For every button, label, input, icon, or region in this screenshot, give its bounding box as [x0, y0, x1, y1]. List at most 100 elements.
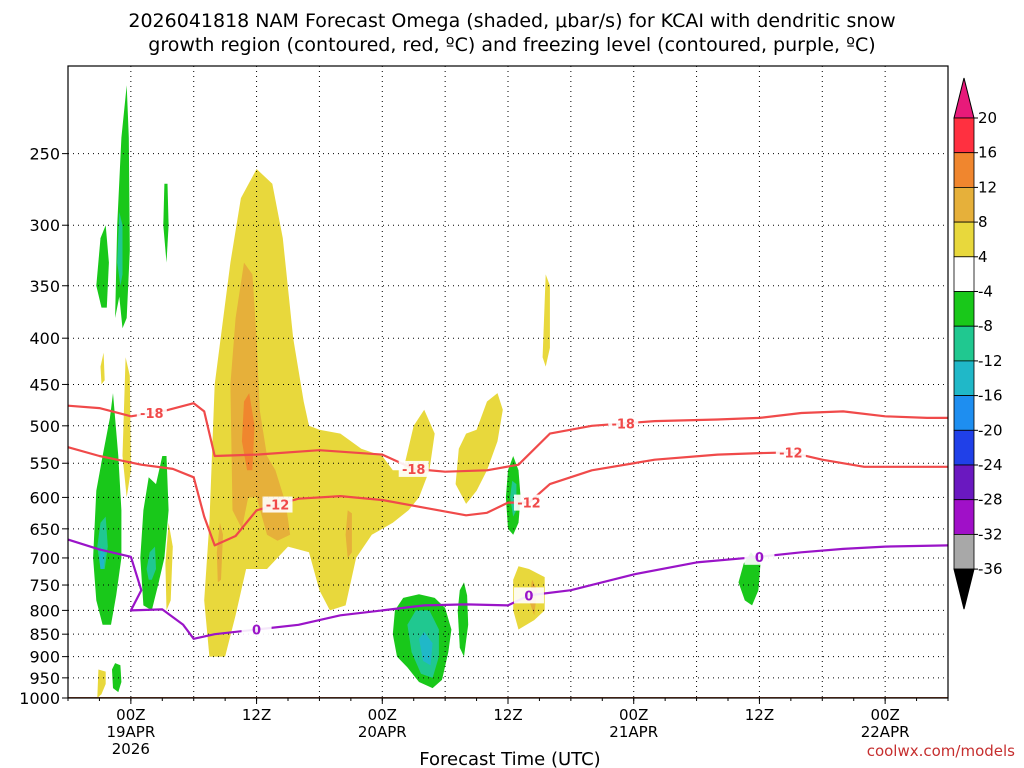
colorbar-swatch — [953, 534, 975, 570]
contour-label: -12 — [517, 497, 541, 512]
colorbar-label: -36 — [978, 560, 1003, 578]
contour-label-bg — [136, 405, 167, 422]
omega-shade-25 — [146, 546, 156, 580]
omega-shade-29 — [419, 631, 433, 666]
y-tick-label: 800 — [29, 601, 60, 620]
omega-shade-12 — [241, 393, 255, 471]
x-tick-label: 00Z — [368, 706, 397, 724]
y-tick-label: 900 — [29, 648, 60, 667]
colorbar-label: 20 — [978, 109, 997, 127]
colorbar-label: 8 — [978, 213, 988, 231]
contour-label-bg — [744, 548, 775, 565]
colorbar-swatch — [953, 464, 975, 501]
x-tick-label: 19APR — [106, 723, 155, 741]
y-tick-label: 600 — [29, 488, 60, 507]
contour-label-bg — [513, 494, 544, 511]
contour-label: -12 — [779, 446, 803, 461]
colorbar-label: 16 — [978, 144, 997, 162]
y-tick-label: 550 — [29, 454, 60, 473]
x-tick-label: 12Z — [745, 706, 774, 724]
y-tick-label: 750 — [29, 576, 60, 595]
colorbar-swatch — [953, 186, 975, 223]
colorbar-top-arrow — [953, 77, 975, 119]
omega-shade-3 — [122, 357, 131, 498]
contour-line — [67, 402, 948, 473]
omega-shade-10 — [345, 510, 352, 558]
x-tick-label: 21APR — [609, 723, 658, 741]
x-tick-label: 12Z — [242, 706, 271, 724]
contour-label: 0 — [755, 551, 764, 566]
colorbar-swatch — [953, 429, 975, 466]
omega-shade-22 — [738, 552, 761, 606]
colorbar-label: -16 — [978, 387, 1003, 405]
colorbar-swatch — [953, 256, 975, 292]
y-tick-label: 300 — [29, 216, 60, 235]
colorbar-label: -32 — [978, 525, 1003, 543]
contour-line — [67, 538, 949, 640]
y-tick-label: 950 — [29, 669, 60, 688]
omega-shade-28 — [99, 546, 105, 569]
colorbar-bottom-arrow — [953, 568, 975, 610]
contour-label: 0 — [524, 589, 533, 604]
contour-label: -18 — [611, 417, 635, 432]
omega-shade-15 — [96, 225, 109, 308]
plot-area: -18 -18 -18 -12 -12 -12 0 0 0 — [67, 66, 949, 699]
colorbar-swatch — [953, 221, 975, 258]
y-tick-label: 450 — [29, 375, 60, 394]
contour-label-bg — [262, 496, 293, 513]
colorbar-label: -28 — [978, 491, 1003, 509]
x-tick-label: 00Z — [619, 706, 648, 724]
omega-shade-20 — [457, 582, 469, 657]
omega-shade-0 — [204, 169, 435, 657]
y-tick-label: 350 — [29, 277, 60, 296]
x-tick-label: 22APR — [861, 723, 910, 741]
omega-shade-1 — [97, 669, 106, 698]
omega-shade-17 — [163, 183, 169, 263]
y-tick-label: 500 — [29, 417, 60, 436]
contour-label: -18 — [402, 463, 426, 478]
x-tick-label: 20APR — [358, 723, 407, 741]
omega-shade-14 — [115, 85, 130, 329]
credit-text: coolwx.com/models — [867, 742, 1015, 760]
omega-shade-2 — [165, 522, 173, 611]
omega-shade-24 — [117, 211, 123, 286]
colorbar-swatch — [953, 117, 975, 154]
omega-shade-9 — [216, 522, 223, 583]
y-tick-label: 850 — [29, 625, 60, 644]
colorbar-label: -4 — [978, 283, 993, 301]
omega-shade-16 — [140, 456, 169, 611]
x-tick-label: 00Z — [870, 706, 899, 724]
omega-shade-4 — [100, 352, 105, 385]
omega-shade-18 — [112, 663, 122, 693]
colorbar-swatch — [953, 499, 975, 535]
chart-title-line2: growth region (contoured, red, ºC) and f… — [148, 34, 875, 56]
omega-shade-5 — [455, 393, 503, 504]
chart-title-line1: 2026041818 NAM Forecast Omega (shaded, μ… — [128, 10, 895, 32]
contour-label: -12 — [266, 499, 290, 514]
x-tick-label: 12Z — [493, 706, 522, 724]
colorbar-label: -20 — [978, 421, 1003, 439]
omega-shade-7 — [542, 274, 550, 367]
colorbar-label: 12 — [978, 178, 997, 196]
colorbar-swatch — [953, 360, 975, 396]
colorbar-label: -24 — [978, 456, 1003, 474]
omega-shade-13 — [93, 393, 122, 625]
axes: 250 300 350 400 450 500 550 600 650 700 750 800 850 9… — [19, 65, 949, 758]
y-tick-label: 650 — [29, 520, 60, 539]
x-tick-label: 2026 — [112, 740, 150, 758]
y-tick-label: 400 — [29, 329, 60, 348]
colorbar-swatch — [953, 152, 975, 188]
contour-label-bg — [608, 415, 639, 432]
contour-label-bg — [775, 444, 806, 461]
colorbar-label: -8 — [978, 317, 993, 335]
x-axis-label: Forecast Time (UTC) — [419, 749, 600, 768]
omega-shade-8 — [230, 262, 291, 541]
contour-label: 0 — [252, 624, 261, 639]
y-tick-label: 250 — [29, 145, 60, 164]
colorbar: 20 16 12 8 4 -4 -8 -12 -16 -20 -24 -28 -32 -36 — [953, 77, 1003, 610]
contour-label-bg — [513, 587, 544, 604]
y-tick-label: 1000 — [19, 689, 60, 708]
colorbar-label: -12 — [978, 352, 1003, 370]
